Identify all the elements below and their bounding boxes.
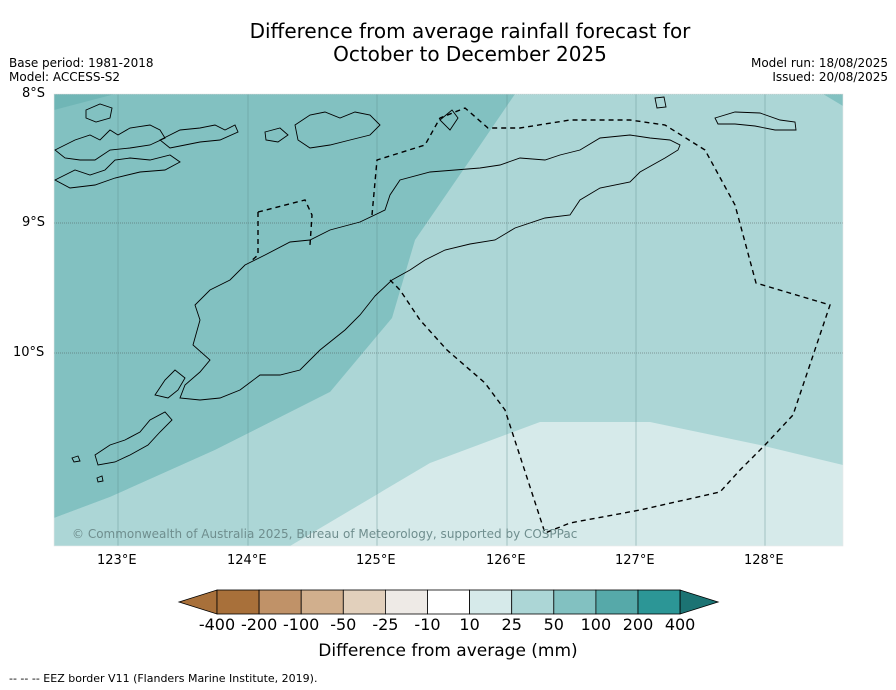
- islet-e: [96, 475, 104, 483]
- meridians: [117, 94, 766, 546]
- colorbar-tick-label: -200: [240, 615, 278, 634]
- lon-label-128e: 128°E: [744, 553, 784, 568]
- colorbar-tick-label: -25: [372, 615, 399, 634]
- colorbar-tick-label: -400: [198, 615, 236, 634]
- colorbar-tick-label: 50: [543, 615, 564, 634]
- colorbar-extend-high: [679, 589, 720, 615]
- issued-date: Issued: 20/08/2025: [772, 70, 888, 84]
- islet-a: [439, 109, 459, 131]
- zone-50-100-ne: [823, 94, 843, 106]
- colorbar-tick-label: 200: [622, 615, 654, 634]
- model-name: Model: ACCESS-S2: [9, 70, 121, 84]
- map-frame: [53, 93, 844, 547]
- flores-coast: [54, 124, 166, 161]
- rote-coast: [154, 369, 186, 399]
- colorbar-swatch: [342, 589, 386, 615]
- small-island-2: [264, 127, 289, 143]
- alor-coast: [159, 124, 239, 149]
- lat-label-10s: 10°S: [13, 345, 45, 360]
- colorbar-swatch: [469, 589, 513, 615]
- eez-border: [249, 107, 831, 534]
- chart-title: Difference from average rainfall forecas…: [0, 20, 896, 66]
- colorbar-tick-label: 10: [459, 615, 480, 634]
- colorbar-extend-low: [177, 589, 218, 615]
- colorbar-tick-label: -10: [414, 615, 441, 634]
- islet-b: [654, 96, 667, 109]
- timor-coast: [179, 134, 681, 401]
- footnote: -- -- -- EEZ border V11 (Flanders Marine…: [9, 672, 318, 685]
- colorbar-tick-label: 25: [501, 615, 522, 634]
- zone-100-200: [54, 94, 115, 110]
- islet-d: [71, 455, 81, 463]
- islet-c: [714, 111, 797, 131]
- sawu-coast: [94, 411, 173, 466]
- graticule: [54, 94, 843, 354]
- coastlines: [54, 96, 797, 483]
- colorbar-tick-label: 100: [580, 615, 612, 634]
- meta-left: Base period: 1981-2018 Model: ACCESS-S2: [9, 56, 154, 84]
- zone-50-100: [54, 94, 515, 518]
- colorbar-swatch: [427, 589, 470, 615]
- lon-label-126e: 126°E: [486, 553, 526, 568]
- colorbar-swatches: [177, 589, 720, 615]
- colorbar-swatch: [511, 589, 555, 615]
- lon-label-123e: 123°E: [97, 553, 137, 568]
- sumba-coast: [54, 154, 181, 189]
- meta-right: Model run: 18/08/2025 Issued: 20/08/2025: [751, 56, 888, 84]
- lat-label-9s: 9°S: [22, 215, 46, 230]
- title-line-2: October to December 2025: [333, 42, 607, 66]
- colorbar-swatch: [637, 589, 681, 615]
- model-run: Model run: 18/08/2025: [750, 56, 888, 70]
- wetar-coast: [294, 111, 381, 149]
- colorbar-tick-label: 400: [664, 615, 696, 634]
- title-line-1: Difference from average rainfall forecas…: [249, 19, 691, 43]
- small-island-1: [85, 103, 113, 123]
- colorbar-swatch: [216, 589, 260, 615]
- colorbar-swatch: [553, 589, 597, 615]
- base-period: Base period: 1981-2018: [9, 56, 154, 70]
- colorbar-tick-label: -50: [330, 615, 357, 634]
- zone-25-50-west: [54, 318, 392, 546]
- colorbar-swatch: [595, 589, 639, 615]
- colorbar-title: Difference from average (mm): [318, 641, 578, 661]
- lat-label-8s: 8°S: [22, 86, 46, 101]
- zone-10-25: [290, 422, 843, 546]
- colorbar-swatch: [258, 589, 302, 615]
- colorbar-swatch: [384, 589, 428, 615]
- lon-label-127e: 127°E: [615, 553, 655, 568]
- lon-label-124e: 124°E: [227, 553, 267, 568]
- colorbar-swatch: [300, 589, 344, 615]
- lon-label-125e: 125°E: [356, 553, 396, 568]
- zone-50-100-east: [290, 94, 843, 546]
- colorbar-tick-label: -100: [283, 615, 320, 634]
- copyright-text: © Commonwealth of Australia 2025, Bureau…: [72, 527, 577, 541]
